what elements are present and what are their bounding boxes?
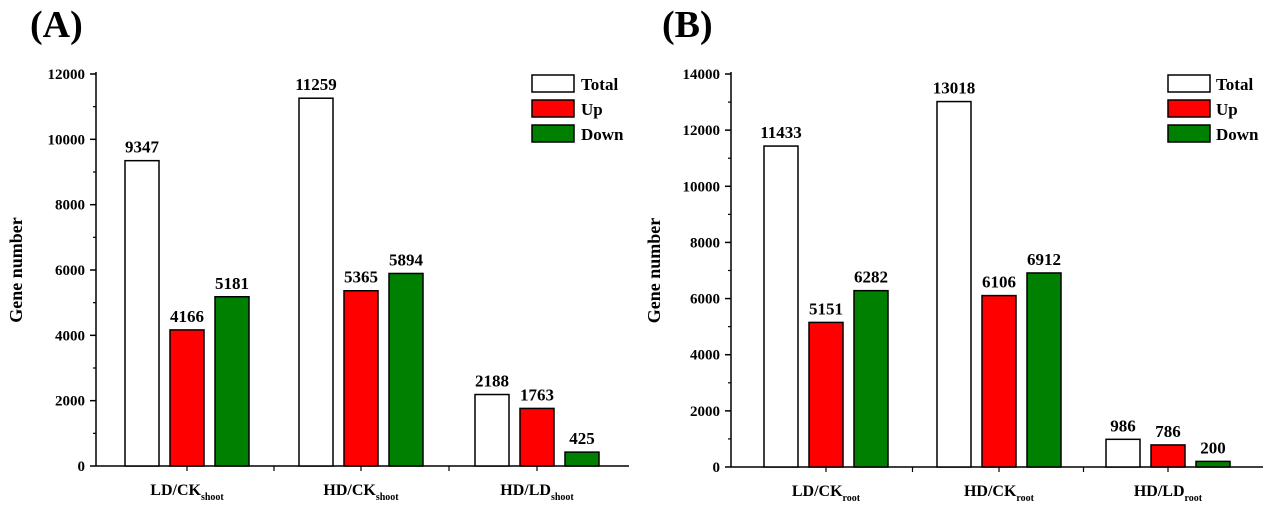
panel-label: (B)	[662, 4, 713, 46]
legend-swatch-down	[1167, 124, 1211, 143]
data-label-total: 11433	[760, 123, 802, 142]
y-tick-label: 12000	[48, 67, 86, 83]
data-label-up: 6106	[982, 273, 1016, 292]
legend-swatch-up	[531, 99, 575, 118]
category-main: HD/LD	[500, 482, 551, 499]
x-category-label: LD/CKshoot	[150, 482, 224, 503]
bar-up-2	[343, 289, 379, 467]
category-subscript: shoot	[551, 492, 574, 503]
legend-label-down: Down	[581, 125, 624, 144]
bar-down-3	[1195, 460, 1231, 468]
legend-label-up: Up	[1216, 100, 1238, 119]
category-main: LD/CK	[792, 483, 843, 500]
bar-down-2	[388, 272, 424, 467]
category-subscript: root	[1016, 493, 1034, 504]
data-label-total: 986	[1110, 416, 1136, 435]
bar-down-1	[214, 296, 250, 467]
bar-total-2	[298, 97, 334, 467]
data-label-down: 5894	[389, 250, 424, 269]
y-axis-label: Gene number	[6, 217, 26, 323]
data-label-down: 425	[569, 429, 595, 448]
bar-total-2	[936, 100, 972, 468]
legend-label-total: Total	[1216, 75, 1253, 94]
category-subscript: shoot	[201, 492, 224, 503]
legend-swatch-down	[531, 124, 575, 143]
category-subscript: root	[843, 493, 861, 504]
data-label-up: 786	[1155, 422, 1181, 441]
legend-label-down: Down	[1216, 125, 1259, 144]
data-label-down: 5181	[215, 274, 249, 293]
bar-up-1	[169, 329, 205, 467]
y-tick-label: 4000	[55, 328, 85, 344]
category-main: LD/CK	[150, 482, 201, 499]
data-label-up: 4166	[170, 307, 204, 326]
bar-up-3	[519, 407, 555, 467]
category-subscript: root	[1185, 493, 1203, 504]
y-tick-label: 8000	[55, 198, 85, 214]
y-axis-label: Gene number	[644, 218, 664, 324]
data-label-down: 6912	[1027, 250, 1061, 269]
x-category-label: HD/CKshoot	[323, 482, 399, 503]
bar-total-1	[124, 159, 160, 467]
legend: Total Up Down	[531, 74, 624, 144]
data-label-total: 2188	[475, 372, 509, 391]
bar-up-2	[981, 294, 1017, 468]
category-subscript: shoot	[376, 492, 399, 503]
data-label-total: 9347	[125, 138, 160, 157]
y-tick-label: 0	[78, 459, 86, 475]
legend-label-total: Total	[581, 75, 618, 94]
data-label-total: 11259	[295, 75, 337, 94]
data-label-total: 13018	[933, 79, 976, 98]
y-tick-label: 0	[713, 460, 721, 476]
bar-total-3	[474, 393, 510, 467]
y-tick-label: 12000	[683, 123, 721, 139]
panel-label: (A)	[30, 4, 83, 46]
y-tick-label: 2000	[55, 394, 85, 410]
y-tick-label: 6000	[55, 263, 85, 279]
y-tick-label: 6000	[690, 292, 720, 308]
bar-total-3	[1105, 438, 1141, 468]
data-label-up: 5151	[809, 299, 843, 318]
bar-total-1	[763, 145, 799, 468]
bar-down-1	[853, 289, 889, 468]
legend-swatch-total	[1167, 74, 1211, 93]
y-tick-label: 4000	[690, 348, 720, 364]
legend-label-up: Up	[581, 100, 603, 119]
data-label-up: 5365	[344, 268, 378, 287]
data-label-down: 6282	[854, 268, 888, 287]
x-category-label: LD/CKroot	[792, 483, 861, 504]
bar-down-2	[1026, 272, 1062, 468]
bar-up-3	[1150, 444, 1186, 468]
chart-panel-a: (A) 0 2000 4000 6000 8000 10000 12000 Gene numbe…	[6, 4, 629, 503]
data-label-down: 200	[1200, 438, 1226, 457]
bar-up-1	[808, 321, 844, 468]
legend-swatch-total	[531, 74, 575, 93]
chart-panel-b: (B) 0 2000 4000 6000 8000 10000 12000 14000 Gene …	[644, 4, 1263, 504]
category-main: HD/CK	[323, 482, 376, 499]
data-label-up: 1763	[520, 385, 554, 404]
y-tick-label: 10000	[683, 179, 721, 195]
y-tick-label: 10000	[48, 132, 86, 148]
category-main: HD/CK	[964, 483, 1017, 500]
x-category-label: HD/LDshoot	[500, 482, 574, 503]
legend: Total Up Down	[1167, 74, 1259, 144]
bar-down-3	[564, 451, 600, 467]
y-tick-label: 14000	[683, 67, 721, 83]
category-main: HD/LD	[1134, 483, 1185, 500]
y-tick-label: 8000	[690, 235, 720, 251]
y-tick-label: 2000	[690, 404, 720, 420]
x-category-label: HD/LDroot	[1134, 483, 1203, 504]
legend-swatch-up	[1167, 99, 1211, 118]
x-category-label: HD/CKroot	[964, 483, 1035, 504]
